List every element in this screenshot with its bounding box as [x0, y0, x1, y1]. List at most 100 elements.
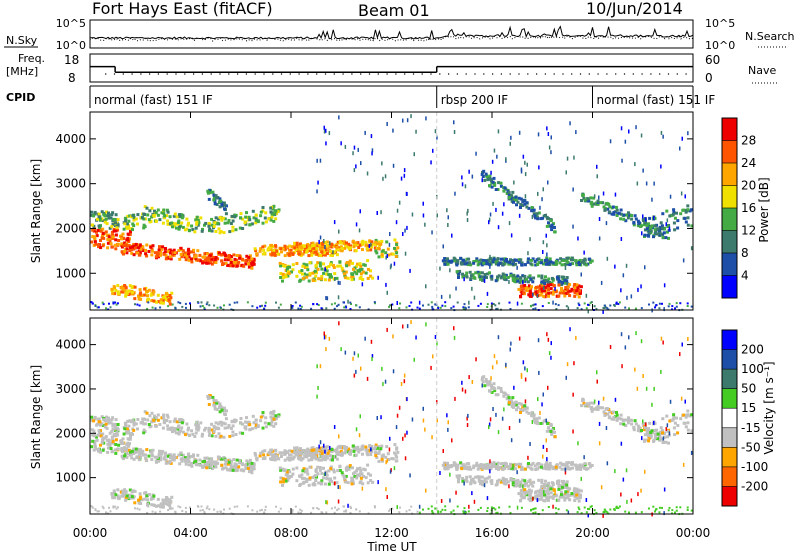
velocity-echo — [148, 414, 152, 418]
power-speckle — [325, 141, 327, 146]
velocity-echo — [105, 438, 109, 442]
power-echo — [511, 190, 515, 194]
velocity-echo — [206, 460, 210, 464]
velocity-speckle — [516, 470, 518, 475]
velocity-speckle — [402, 436, 404, 441]
velocity-echo — [323, 458, 327, 462]
velocity-echo — [122, 448, 126, 452]
power-echo — [250, 266, 254, 270]
power-speckle — [490, 170, 492, 175]
power-speckle — [489, 264, 491, 269]
power-speckle — [389, 232, 391, 236]
velocity-ground — [609, 508, 612, 511]
power-echo — [525, 277, 529, 281]
power-ground — [615, 302, 618, 305]
velocity-speckle — [404, 433, 406, 438]
velocity-speckle — [392, 334, 394, 339]
power-echo — [283, 273, 287, 277]
power-echo — [523, 283, 527, 287]
power-echo — [648, 216, 652, 220]
power-echo — [180, 221, 184, 225]
power-ground — [462, 307, 465, 310]
power-speckle — [461, 175, 463, 180]
velocity-ground — [495, 511, 498, 514]
power-ground — [108, 302, 110, 305]
power-echo — [93, 210, 97, 214]
power-echo — [540, 289, 544, 293]
velocity-echo — [532, 496, 536, 500]
power-echo — [209, 260, 213, 264]
velocity-echo — [97, 448, 100, 452]
velocity-echo — [110, 492, 114, 495]
velocity-echo — [195, 425, 199, 429]
power-echo — [377, 255, 381, 259]
velocity-echo — [374, 445, 378, 449]
velocity-echo — [660, 437, 664, 441]
velocity-echo — [561, 495, 565, 499]
power-echo — [450, 259, 454, 263]
velocity-echo — [519, 492, 523, 496]
velocity-echo — [516, 478, 520, 482]
power-echo — [341, 268, 345, 272]
power-echo — [565, 279, 569, 283]
power-ground — [171, 303, 174, 306]
power-echo — [513, 277, 517, 281]
power-echo — [156, 208, 160, 212]
velocity-echo — [619, 422, 623, 426]
velocity-speckle — [411, 417, 414, 422]
velocity-echo — [235, 458, 239, 462]
power-echo — [332, 244, 336, 248]
velocity-speckle — [371, 357, 373, 361]
velocity-echo — [281, 483, 284, 487]
power-ground — [251, 305, 254, 308]
power-speckle — [508, 221, 511, 226]
velocity-echo — [532, 417, 536, 421]
power-echo — [477, 275, 481, 279]
power-echo — [172, 214, 176, 218]
power-echo — [608, 210, 612, 214]
velocity-echo — [184, 456, 187, 460]
power-echo — [150, 247, 154, 251]
velocity-echo — [187, 460, 191, 463]
velocity-echo — [242, 469, 246, 473]
power-echo — [633, 214, 637, 218]
velocity-echo — [552, 465, 556, 469]
velocity-echo — [127, 444, 131, 448]
power-echo — [686, 208, 690, 212]
power-echo — [269, 206, 273, 210]
power-speckle — [573, 155, 575, 160]
power-echo — [479, 277, 482, 281]
velocity-speckle — [425, 488, 427, 493]
power-speckle — [319, 158, 322, 163]
velocity-speckle — [395, 425, 398, 430]
power-echo — [203, 258, 207, 262]
velocity-speckle — [324, 471, 326, 476]
power-echo — [238, 256, 242, 260]
power-echo — [113, 224, 117, 228]
power-echo — [552, 225, 556, 229]
velocity-speckle — [536, 498, 539, 503]
power-echo — [351, 239, 355, 243]
velocity-echo — [360, 472, 364, 476]
power-echo — [575, 283, 579, 287]
velocity-echo — [305, 449, 309, 453]
power-echo — [169, 257, 173, 261]
velocity-echo — [303, 476, 306, 480]
velocity-speckle — [660, 369, 662, 374]
y-tick-label: 2000 — [55, 221, 86, 235]
velocity-echo — [166, 454, 170, 458]
velocity-echo — [497, 386, 501, 390]
power-echo — [140, 216, 144, 220]
power-echo — [499, 181, 503, 185]
velocity-echo — [365, 451, 369, 455]
power-echo — [516, 200, 520, 204]
power-speckle — [653, 181, 655, 186]
velocity-echo — [668, 419, 672, 423]
power-echo — [561, 259, 565, 262]
power-echo — [544, 279, 548, 282]
power-echo — [505, 192, 509, 195]
velocity-speckle — [467, 413, 469, 418]
power-echo — [590, 204, 594, 208]
power-echo — [622, 213, 626, 217]
velocity-echo — [335, 457, 339, 461]
